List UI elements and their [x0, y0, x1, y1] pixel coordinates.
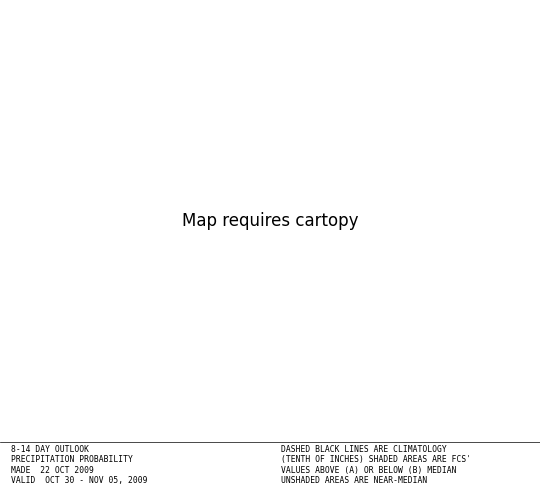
Text: DASHED BLACK LINES ARE CLIMATOLOGY
(TENTH OF INCHES) SHADED AREAS ARE FCS'
VALUE: DASHED BLACK LINES ARE CLIMATOLOGY (TENT…	[281, 444, 471, 484]
Text: Map requires cartopy: Map requires cartopy	[182, 211, 358, 229]
Text: 8-14 DAY OUTLOOK
PRECIPITATION PROBABILITY
MADE  22 OCT 2009
VALID  OCT 30 - NOV: 8-14 DAY OUTLOOK PRECIPITATION PROBABILI…	[11, 444, 147, 484]
